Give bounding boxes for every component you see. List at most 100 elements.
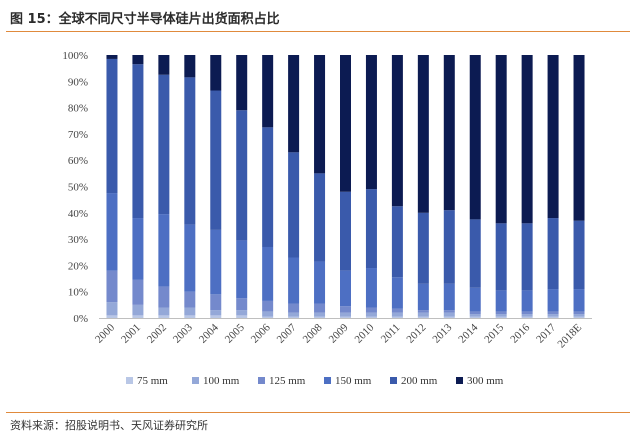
bar-segment <box>236 298 248 311</box>
bar-segment <box>495 316 507 318</box>
bar-segment <box>184 55 196 78</box>
bar-stack-2012 <box>417 55 429 318</box>
bar-segment <box>340 191 351 271</box>
x-tick-label: 2011 <box>379 322 403 346</box>
bar-segment <box>391 55 403 207</box>
bar-stack-2010 <box>365 55 377 318</box>
bar-segment <box>288 303 300 313</box>
x-tick-label: 2018E <box>555 321 584 350</box>
y-tick-label: 10% <box>68 287 88 299</box>
bar-segment <box>106 302 118 316</box>
bar-segment <box>132 55 144 65</box>
bar-stack-2005 <box>236 55 248 318</box>
bar-segment <box>521 314 533 317</box>
x-tick-label: 2008 <box>301 321 325 345</box>
x-tick-label: 2014 <box>456 321 480 345</box>
legend-swatch <box>126 377 133 384</box>
bar-segment <box>132 279 144 305</box>
bar-segment <box>469 55 481 220</box>
bar-segment <box>365 307 377 313</box>
x-tick-label: 2007 <box>275 321 299 345</box>
bar-segment <box>184 291 196 308</box>
footer-divider <box>6 412 630 413</box>
bar-segment <box>443 312 455 317</box>
bar-segment <box>495 314 507 317</box>
y-axis: 0% 10% 20% 30% 40% 50% 60% 70% 80% 90% 100% <box>62 50 592 325</box>
bar-segment <box>314 55 326 174</box>
bar-segment <box>521 316 533 318</box>
bar-segment <box>547 55 559 219</box>
bar-segment <box>469 311 481 315</box>
x-tick-label: 2012 <box>404 322 428 346</box>
legend-item: 150 mm <box>324 375 372 387</box>
bar-segment <box>288 316 300 318</box>
y-tick-label: 100% <box>62 50 88 62</box>
y-tick-label: 0% <box>73 313 88 325</box>
bar-stack-2017 <box>547 55 559 318</box>
bar-segment <box>158 307 170 316</box>
bar-segment <box>236 110 248 241</box>
bar-segment <box>210 55 222 91</box>
bar-segment <box>391 206 403 278</box>
bar-segment <box>417 283 429 311</box>
bar-segment <box>573 220 585 290</box>
legend-item: 75 mm <box>126 375 168 387</box>
bar-segment <box>391 316 403 318</box>
y-tick-label: 20% <box>68 260 88 272</box>
bar-stack-2009 <box>340 55 351 318</box>
bar-segment <box>210 294 222 311</box>
bar-segment <box>340 306 351 313</box>
y-tick-label: 60% <box>68 155 88 167</box>
bar-segment <box>443 316 455 318</box>
bar-stack-2002 <box>158 55 170 318</box>
legend: 75 mm 100 mm 125 mm 150 mm 200 mm 300 mm <box>126 375 504 387</box>
x-tick-label: 2005 <box>223 321 247 345</box>
bar-segment <box>158 315 170 318</box>
bar-stack-2016 <box>521 55 533 318</box>
source-note: 资料来源：招股说明书、天风证券研究所 <box>10 419 208 432</box>
x-tick-label: 2013 <box>430 321 454 345</box>
bar-segment <box>340 316 351 318</box>
bar-stack-2007 <box>288 55 300 318</box>
bar-segment <box>158 74 170 215</box>
x-tick-label: 2000 <box>93 321 117 345</box>
bar-segment <box>547 289 559 312</box>
bar-segment <box>314 261 326 304</box>
bar-stack-2014 <box>469 55 481 318</box>
bar-segment <box>573 55 585 221</box>
bar-segment <box>495 55 507 224</box>
bar-stack-2000 <box>106 55 118 318</box>
x-tick-label: 2001 <box>119 322 143 346</box>
bar-segment <box>210 315 222 318</box>
legend-item: 200 mm <box>390 375 438 387</box>
y-tick-label: 90% <box>68 76 88 88</box>
bar-segment <box>262 246 274 301</box>
bar-segment <box>521 223 533 291</box>
bar-stack-2003 <box>184 55 196 318</box>
bar-segment <box>106 193 118 271</box>
bar-segment <box>417 310 429 313</box>
figure-title: 图 15：全球不同尺寸半导体硅片出货面积占比 <box>10 12 280 27</box>
bar-segment <box>547 311 559 315</box>
bar-segment <box>236 310 248 316</box>
bar-segment <box>262 311 274 317</box>
bar-segment <box>417 312 429 317</box>
bar-segment <box>314 316 326 318</box>
bar-segment <box>547 218 559 290</box>
legend-label: 200 mm <box>401 375 438 387</box>
bar-segment <box>417 212 429 284</box>
x-tick-label: 2010 <box>353 321 377 345</box>
bar-segment <box>314 173 326 262</box>
bar-segment <box>314 303 326 313</box>
bar-segment <box>184 307 196 316</box>
bar-segment <box>314 312 326 317</box>
title-divider <box>6 31 630 32</box>
bar-segment <box>132 64 144 219</box>
bar-segment <box>573 316 585 318</box>
bar-segment <box>262 127 274 247</box>
bar-segment <box>184 315 196 318</box>
bar-segment <box>469 316 481 318</box>
bar-segment <box>210 90 222 230</box>
stacked-bar-chart: 0%10%20%30%40%50%60%70%80%90%100% 2000 20… <box>62 50 592 387</box>
x-tick-label: 2002 <box>145 322 169 346</box>
